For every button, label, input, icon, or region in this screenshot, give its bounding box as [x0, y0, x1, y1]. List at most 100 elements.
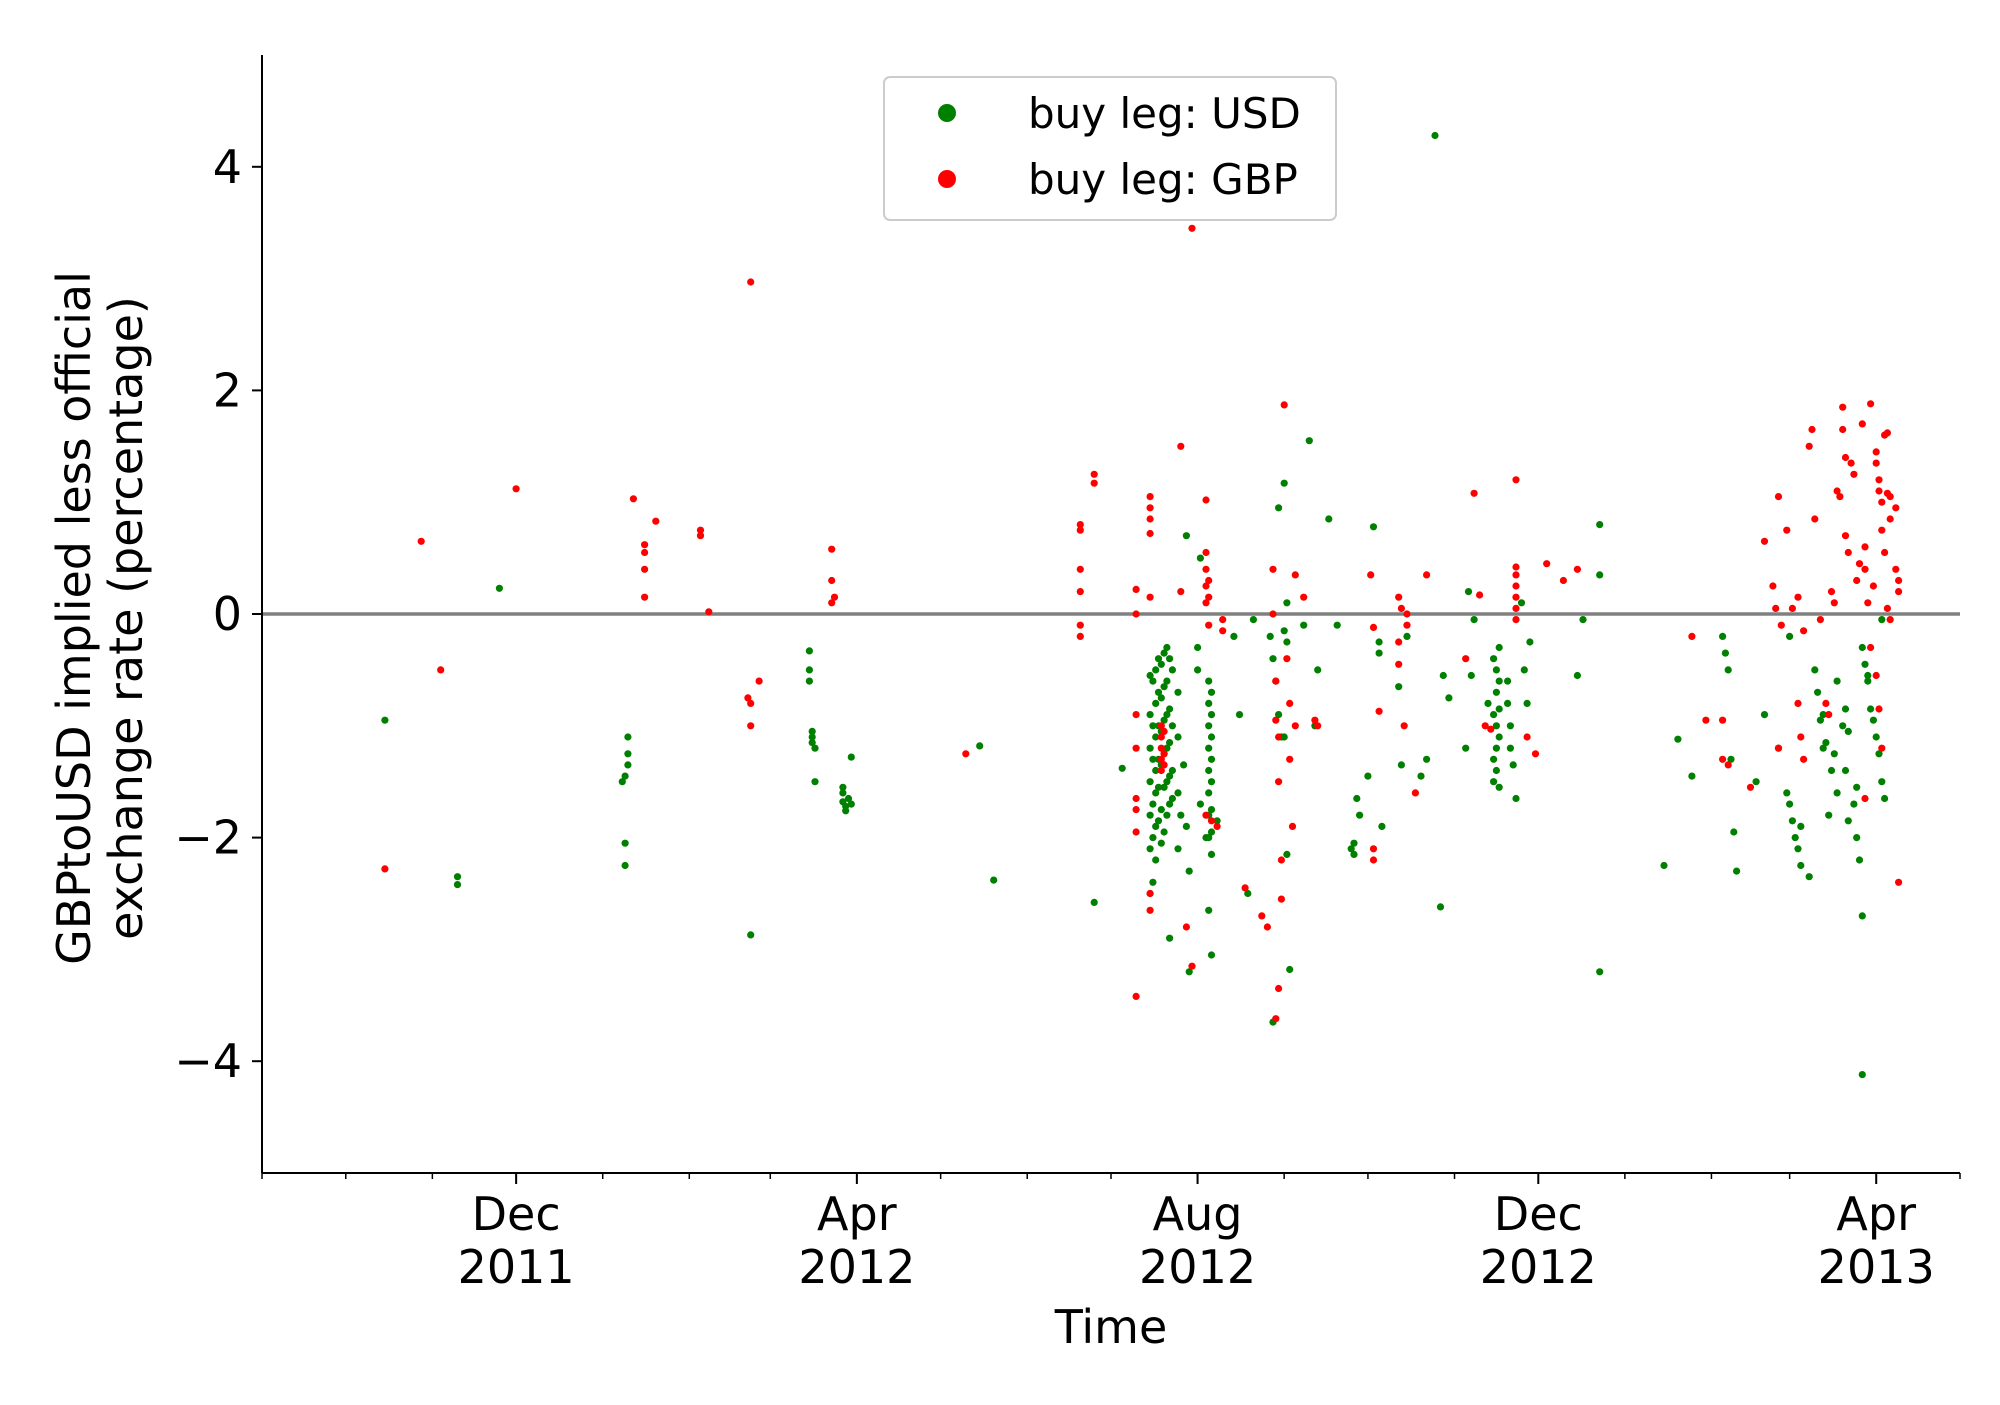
- legend: buy leg: USD buy leg: GBP: [883, 76, 1337, 221]
- data-point: [1839, 425, 1847, 434]
- data-point: [641, 593, 649, 601]
- data-point: [1280, 627, 1288, 635]
- data-point: [652, 517, 660, 525]
- data-point: [1163, 643, 1171, 652]
- legend-label: buy leg: USD: [1028, 89, 1301, 138]
- data-point: [1202, 496, 1210, 504]
- data-point: [1506, 744, 1514, 752]
- data-point: [453, 873, 462, 881]
- data-point: [1858, 1071, 1866, 1079]
- data-point: [1146, 529, 1154, 538]
- data-point: [1152, 666, 1160, 674]
- data-point: [1730, 828, 1738, 836]
- data-point: [1283, 638, 1291, 646]
- data-point: [1272, 716, 1280, 724]
- data-point: [1861, 565, 1869, 573]
- data-point: [1152, 766, 1160, 775]
- data-point: [621, 839, 629, 847]
- data-point: [1205, 699, 1213, 708]
- data-point: [1797, 733, 1805, 741]
- data-point: [1275, 504, 1283, 512]
- data-point: [1875, 487, 1883, 495]
- data-point: [1166, 655, 1174, 663]
- data-point: [1462, 744, 1470, 752]
- data-point: [1864, 671, 1872, 680]
- data-point: [1822, 699, 1830, 708]
- data-point: [512, 485, 520, 493]
- data-point: [1182, 532, 1190, 540]
- data-point: [621, 861, 629, 870]
- data-point: [1850, 470, 1858, 478]
- data-point: [990, 876, 998, 884]
- data-point: [1367, 571, 1375, 579]
- data-point: [1196, 554, 1204, 562]
- data-point: [1188, 224, 1196, 232]
- data-point: [1269, 610, 1277, 618]
- data-point: [1733, 867, 1741, 875]
- data-point: [1166, 772, 1174, 780]
- data-point: [1881, 794, 1889, 803]
- data-point: [1886, 616, 1894, 624]
- data-point: [1157, 733, 1165, 741]
- data-point: [1157, 839, 1165, 847]
- data-point: [1157, 806, 1165, 814]
- data-point: [618, 778, 626, 786]
- data-point: [1160, 761, 1168, 769]
- data-point: [1543, 560, 1551, 568]
- data-point: [1875, 750, 1883, 758]
- data-point: [1160, 727, 1168, 736]
- data-point: [1844, 727, 1852, 736]
- x-tick-label-line: 2012: [1480, 1240, 1597, 1294]
- data-point: [1512, 571, 1520, 579]
- data-point: [1177, 442, 1185, 450]
- data-point: [1283, 850, 1291, 859]
- data-point: [1861, 660, 1869, 668]
- data-point: [1076, 632, 1084, 641]
- data-point: [1400, 722, 1408, 730]
- data-point: [1286, 755, 1294, 763]
- data-point: [1160, 649, 1168, 657]
- data-point: [1090, 898, 1098, 907]
- data-point: [1512, 563, 1520, 571]
- data-point: [1269, 655, 1277, 663]
- data-point: [1395, 683, 1403, 691]
- data-point: [1719, 755, 1727, 763]
- data-point: [1364, 772, 1372, 780]
- data-point: [1688, 632, 1696, 641]
- data-point: [1805, 873, 1813, 881]
- data-point: [1417, 772, 1425, 780]
- data-point: [1132, 828, 1140, 836]
- data-point: [1157, 694, 1165, 702]
- data-point: [1160, 683, 1168, 691]
- data-point: [1596, 968, 1604, 976]
- data-point: [1867, 643, 1875, 652]
- data-point: [696, 532, 705, 540]
- legend-marker: [938, 104, 956, 122]
- data-point: [1163, 811, 1171, 819]
- data-point: [1481, 722, 1489, 730]
- data-point: [381, 716, 389, 724]
- data-point: [1872, 733, 1880, 741]
- data-point: [1526, 638, 1534, 646]
- data-point: [747, 699, 755, 708]
- data-point: [1314, 666, 1322, 674]
- data-point: [1146, 889, 1154, 898]
- data-point: [1202, 582, 1210, 590]
- data-point: [1207, 778, 1216, 786]
- data-point: [1512, 593, 1520, 601]
- data-point: [1791, 834, 1799, 842]
- y-tick-label: −4: [174, 1034, 242, 1088]
- data-point: [1800, 627, 1808, 635]
- data-point: [1886, 493, 1894, 501]
- data-point: [1149, 677, 1157, 685]
- data-point: [1719, 632, 1727, 641]
- data-point: [1152, 789, 1160, 797]
- data-point: [1727, 755, 1735, 763]
- data-point: [1490, 778, 1498, 786]
- data-point: [1579, 616, 1587, 624]
- data-point: [1207, 688, 1216, 696]
- data-point: [696, 526, 705, 534]
- data-point: [1280, 401, 1288, 409]
- data-point: [1207, 828, 1216, 836]
